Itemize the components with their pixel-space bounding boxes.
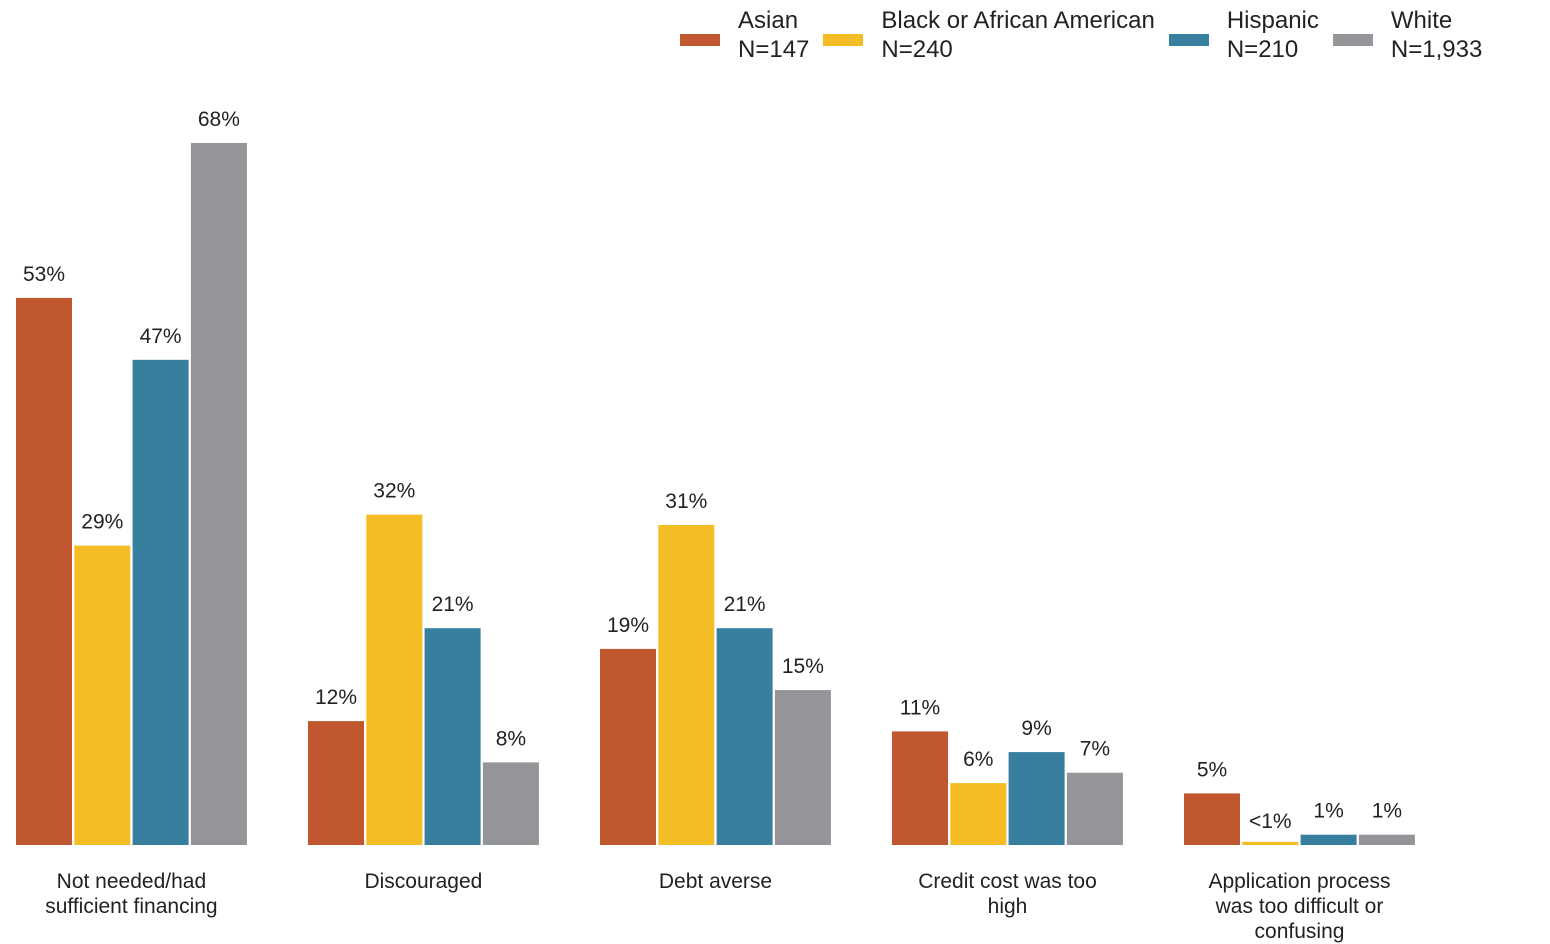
legend: Asian N=147 Black or African American N=… [680, 6, 1496, 64]
value-label-black-4: <1% [1249, 810, 1292, 833]
bar-white-1 [482, 762, 539, 845]
legend-swatch-hispanic [1168, 34, 1209, 46]
legend-n-hispanic: N=210 [1226, 36, 1299, 63]
bar-black-2 [658, 525, 715, 845]
legend-n-asian: N=147 [738, 36, 810, 63]
bar-black-1 [366, 514, 423, 845]
legend-swatch-black [823, 34, 864, 46]
category-label-1: Discouraged [364, 870, 482, 893]
bar-asian-4 [1184, 793, 1240, 845]
bar-hispanic-0 [132, 359, 189, 845]
bar-asian-1 [308, 721, 364, 845]
value-label-hispanic-3: 9% [1021, 717, 1051, 740]
legend-label-hispanic: Hispanic [1226, 7, 1319, 34]
legend-swatch-white [1332, 34, 1373, 46]
legend-item-asian: Asian N=147 [680, 6, 809, 64]
legend-swatch-asian [680, 34, 720, 46]
bar-white-4 [1358, 834, 1415, 845]
bar-white-3 [1066, 772, 1123, 845]
category-label-0: Not needed/had sufficient financing [45, 870, 217, 918]
value-label-asian-3: 11% [900, 696, 940, 719]
bar-black-4 [1242, 841, 1299, 845]
value-label-white-2: 15% [782, 655, 824, 678]
legend-item-white: White N=1,933 [1332, 6, 1483, 64]
legend-label-asian: Asian [738, 7, 799, 34]
category-label-2: Debt averse [659, 870, 772, 893]
legend-n-white: N=1,933 [1390, 36, 1483, 63]
bar-asian-2 [600, 648, 656, 845]
bar-hispanic-1 [424, 628, 481, 845]
value-label-white-3: 7% [1080, 738, 1110, 761]
bar-black-0 [74, 545, 131, 845]
value-label-white-4: 1% [1372, 800, 1402, 823]
value-label-black-0: 29% [81, 511, 123, 534]
value-label-asian-1: 12% [315, 686, 357, 709]
value-label-hispanic-4: 1% [1313, 800, 1343, 823]
bar-white-2 [774, 690, 831, 845]
value-label-hispanic-2: 21% [724, 593, 766, 616]
legend-label-white: White [1390, 7, 1453, 34]
legend-item-black: Black or African American N=240 [823, 6, 1155, 64]
bar-hispanic-4 [1300, 834, 1357, 845]
value-label-hispanic-0: 47% [140, 325, 182, 348]
bar-hispanic-2 [716, 628, 773, 845]
bar-white-0 [190, 143, 247, 845]
category-label-4: Application process was too difficult or c… [1208, 870, 1390, 943]
value-label-asian-4: 5% [1197, 758, 1227, 781]
value-label-black-1: 32% [373, 480, 415, 503]
value-label-asian-2: 19% [607, 614, 649, 637]
bar-black-3 [950, 783, 1007, 845]
legend-item-hispanic: Hispanic N=210 [1168, 6, 1319, 64]
bar-asian-0 [16, 297, 72, 845]
value-label-hispanic-1: 21% [432, 593, 474, 616]
value-label-black-2: 31% [665, 490, 707, 513]
legend-n-black: N=240 [881, 36, 953, 63]
bar-hispanic-3 [1008, 752, 1065, 845]
category-label-3: Credit cost was too high [918, 870, 1097, 918]
value-label-black-3: 6% [963, 748, 993, 771]
value-label-asian-0: 53% [23, 263, 65, 286]
bar-asian-3 [892, 731, 948, 845]
legend-label-black: Black or African American [881, 7, 1155, 34]
value-label-white-1: 8% [496, 727, 526, 750]
value-label-white-0: 68% [198, 108, 240, 131]
